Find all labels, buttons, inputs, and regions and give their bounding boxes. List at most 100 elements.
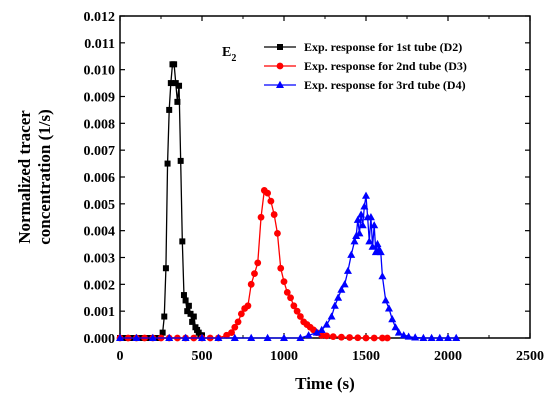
data-point <box>184 308 191 315</box>
data-point <box>189 318 196 325</box>
y-ticks: 0.000 0.001 0.002 0.003 0.004 0.005 0.006 0.007… <box>84 10 530 347</box>
data-point <box>394 328 403 336</box>
data-point <box>337 285 346 293</box>
data-point <box>267 197 275 205</box>
data-point <box>164 160 171 167</box>
y-tick-label: 0.011 <box>84 37 115 52</box>
y-tick-label: 0.002 <box>84 278 116 293</box>
data-point <box>174 98 181 105</box>
data-point <box>116 333 124 341</box>
data-point <box>370 221 379 229</box>
x-tick-label: 1000 <box>270 349 298 364</box>
data-point <box>419 333 428 341</box>
data-point <box>362 334 370 342</box>
data-point <box>283 288 291 296</box>
data-point <box>187 310 194 317</box>
legend-marker <box>276 62 284 70</box>
data-point <box>180 292 187 299</box>
data-point <box>270 211 278 218</box>
y-tick-label: 0.004 <box>84 225 116 240</box>
data-point <box>388 315 397 323</box>
data-point <box>452 333 461 341</box>
data-point <box>323 332 331 340</box>
legend-label: Exp. response for 3rd tube (D4) <box>304 78 466 92</box>
y-tick-label: 0.001 <box>84 305 116 320</box>
data-point <box>327 312 336 320</box>
data-point <box>198 333 206 341</box>
legend-marker <box>277 44 283 50</box>
data-point <box>365 237 374 245</box>
data-point <box>237 310 245 318</box>
legend-marker <box>276 80 284 88</box>
data-point <box>399 331 408 339</box>
y-axis-label-line2: concentration (1/s) <box>35 109 54 245</box>
data-point <box>247 333 256 341</box>
data-point <box>263 333 272 341</box>
data-point <box>338 333 345 341</box>
data-point <box>177 157 184 164</box>
data-point <box>304 331 313 339</box>
data-point <box>297 313 304 320</box>
data-point <box>340 280 349 288</box>
y-axis-label-line1: Normalized tracer <box>15 110 34 244</box>
data-point <box>317 325 326 333</box>
data-point <box>368 242 377 250</box>
data-point <box>165 333 174 341</box>
data-point <box>312 328 321 336</box>
data-point <box>347 250 356 258</box>
data-point <box>162 265 169 272</box>
x-axis-label: Time (s) <box>295 374 355 393</box>
data-point <box>231 323 239 331</box>
x-tick-label: 0 <box>117 349 124 364</box>
data-point <box>354 334 362 342</box>
y-tick-label: 0.008 <box>84 117 116 132</box>
data-point <box>161 313 168 320</box>
data-point <box>334 293 343 301</box>
data-point <box>379 334 386 342</box>
data-point <box>190 313 197 320</box>
y-tick-label: 0.005 <box>84 198 116 213</box>
legend-item-2: Exp. response for 2nd tube (D3) <box>264 59 467 73</box>
data-point <box>435 333 444 341</box>
data-point <box>290 302 298 310</box>
data-point <box>254 259 262 267</box>
data-point <box>244 302 252 310</box>
data-point <box>362 191 370 199</box>
annotation-e2: E2 <box>222 45 236 64</box>
series-line <box>120 195 457 339</box>
series-line <box>120 189 388 339</box>
data-point <box>166 106 173 113</box>
data-point <box>148 333 157 341</box>
data-point <box>427 333 436 341</box>
data-point <box>373 239 382 248</box>
data-point <box>185 302 192 309</box>
series-2 <box>116 187 391 342</box>
data-point <box>343 266 352 274</box>
y-tick-label: 0.003 <box>84 252 116 267</box>
legend: Exp. response for 1st tube (D2) Exp. resp… <box>264 40 467 92</box>
data-point <box>172 80 179 87</box>
data-point <box>329 333 337 341</box>
data-point <box>228 329 235 337</box>
data-point <box>391 323 400 331</box>
data-point <box>358 221 367 229</box>
data-point <box>264 189 271 197</box>
x-tick-label: 500 <box>192 349 213 364</box>
data-point <box>181 333 190 341</box>
legend-label: Exp. response for 1st tube (D2) <box>304 40 462 54</box>
annotation-sub: 2 <box>231 53 236 64</box>
data-point <box>322 320 331 328</box>
data-point <box>280 333 288 341</box>
data-point <box>179 238 186 245</box>
y-tick-label: 0.000 <box>84 332 116 347</box>
y-tick-label: 0.010 <box>84 64 116 79</box>
data-point <box>357 210 366 218</box>
data-point <box>330 301 339 309</box>
data-point <box>257 213 265 221</box>
data-point <box>182 297 189 304</box>
data-point <box>274 229 281 237</box>
series-layer <box>116 61 461 342</box>
data-point <box>287 294 294 302</box>
legend-label: Exp. response for 2nd tube (D3) <box>304 59 467 73</box>
legend-item-3: Exp. response for 3rd tube (D4) <box>264 78 466 92</box>
